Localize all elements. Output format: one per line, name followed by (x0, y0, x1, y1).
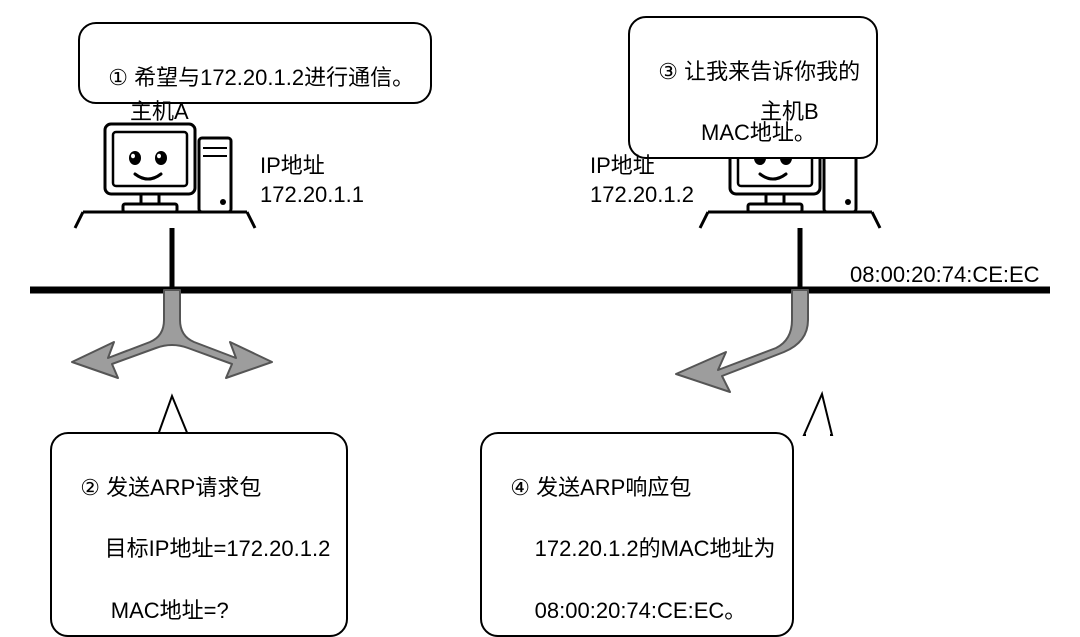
hostA-label: 主机A (130, 94, 189, 126)
bubble-1-num: ① (108, 63, 128, 94)
hostA-ip-label: IP地址 (260, 153, 325, 178)
bubble-3-num: ③ (658, 57, 678, 88)
bubble-2-line2: 目标IP地址=172.20.1.2 (80, 536, 330, 561)
bubble4-tail (804, 394, 832, 435)
bubble-4-line1: 发送ARP响应包 (530, 475, 691, 500)
hostA-computer-icon (75, 124, 255, 228)
bubble-4-num: ④ (510, 473, 530, 504)
bubble-2-num: ② (80, 473, 100, 504)
bubble-1: ① 希望与172.20.1.2进行通信。 (78, 22, 432, 104)
bubble-4-line2: 172.20.1.2的MAC地址为 (510, 536, 775, 561)
bubble-4-line3: 08:00:20:74:CE:EC。 (510, 598, 746, 623)
bubble-2: ② 发送ARP请求包 目标IP地址=172.20.1.2 MAC地址=? (50, 432, 348, 637)
bubble-1-text: 希望与172.20.1.2进行通信。 (128, 65, 414, 90)
hostA-ip-value: 172.20.1.1 (260, 182, 364, 207)
hostA-ip: IP地址 172.20.1.1 (260, 152, 364, 209)
hostB-label: 主机B (760, 94, 819, 126)
bubble-4: ④ 发送ARP响应包 172.20.1.2的MAC地址为 08:00:20:74… (480, 432, 794, 637)
hostB-ip-label: IP地址 (590, 153, 655, 178)
bubble-2-line1: 发送ARP请求包 (100, 475, 261, 500)
bubble-3-line1: 让我来告诉你我的 (678, 59, 860, 84)
broadcast-arrow (72, 290, 272, 378)
hostB-ip-value: 172.20.1.2 (590, 182, 694, 207)
reply-arrow (676, 290, 808, 392)
bubble2-tail (158, 396, 188, 435)
bubble-2-line3: MAC地址=? (80, 598, 229, 623)
bubble-3: ③ 让我来告诉你我的 MAC地址。 (628, 16, 878, 159)
hostB-mac: 08:00:20:74:CE:EC (850, 262, 1040, 288)
hostB-ip: IP地址 172.20.1.2 (590, 152, 694, 209)
